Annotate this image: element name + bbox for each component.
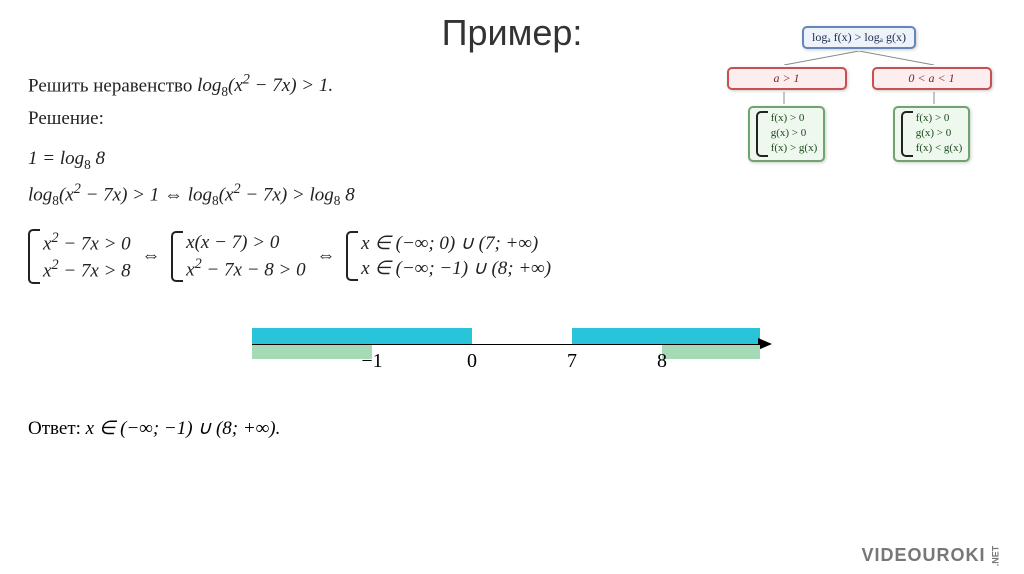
sys-A-row: x2 − 7x > 8: [43, 256, 131, 283]
sys-C-row: x ∈ (−∞; 0) ∪ (7; +∞): [361, 231, 551, 256]
tree-root: logₐ f(x) > logₐ g(x): [802, 26, 916, 49]
tick-label: 7: [567, 350, 577, 373]
watermark: VIDEOUROKI .NET: [861, 545, 1006, 566]
systems-row: x2 − 7x > 0 x2 − 7x > 8 ⇔ x(x − 7) > 0 x…: [28, 229, 996, 284]
tree-leaf-right: f(x) > 0 g(x) > 0 f(x) < g(x): [893, 106, 971, 162]
problem-prefix: Решить неравенство: [28, 75, 197, 96]
cyan-segment: [572, 328, 760, 344]
equiv-symbol: ⇔: [141, 245, 160, 267]
sys-B-row: x(x − 7) > 0: [186, 231, 305, 255]
tree-leaf-left: f(x) > 0 g(x) > 0 f(x) > g(x): [748, 106, 826, 162]
tick-label: −1: [361, 350, 382, 373]
tree-sys-row: g(x) > 0: [916, 126, 963, 141]
equiv-symbol: ⇔: [316, 245, 335, 267]
answer-expr: x ∈ (−∞; −1) ∪ (8; +∞).: [86, 418, 281, 439]
tick-label: 8: [657, 350, 667, 373]
answer-prefix: Ответ:: [28, 418, 86, 439]
tree-sys-row: g(x) > 0: [771, 126, 818, 141]
sys-C-row: x ∈ (−∞; −1) ∪ (8; +∞): [361, 256, 551, 281]
green-segment: [662, 345, 760, 359]
tick-label: 0: [467, 350, 477, 373]
tree-cond-left: a > 1: [727, 67, 847, 90]
answer-line: Ответ: x ∈ (−∞; −1) ∪ (8; +∞).: [28, 417, 996, 440]
numberline: −1 0 7 8: [252, 308, 772, 388]
sys-A-row: x2 − 7x > 0: [43, 229, 131, 256]
tree-cond-right: 0 < a < 1: [872, 67, 992, 90]
decision-tree: logₐ f(x) > logₐ g(x) a > 1 0 < a < 1 f(…: [714, 24, 1004, 164]
cyan-segment: [252, 328, 472, 344]
axis-arrow-icon: [758, 338, 772, 350]
problem-expr: log8(x2 − 7x) > 1.: [197, 75, 333, 96]
sys-B-row: x2 − 7x − 8 > 0: [186, 255, 305, 282]
tree-sys-row: f(x) > 0: [916, 111, 963, 126]
tree-sys-row: f(x) > 0: [771, 111, 818, 126]
tree-sys-row: f(x) > g(x): [771, 141, 818, 156]
numberline-container: −1 0 7 8: [28, 308, 996, 393]
tree-sys-row: f(x) < g(x): [916, 141, 963, 156]
watermark-suffix: .NET: [991, 546, 1001, 567]
step-2: log8(x2 − 7x) > 1 ⇔ log8(x2 − 7x) > log8…: [28, 181, 996, 209]
green-segment: [252, 345, 372, 359]
watermark-text: VIDEOUROKI: [861, 545, 985, 565]
